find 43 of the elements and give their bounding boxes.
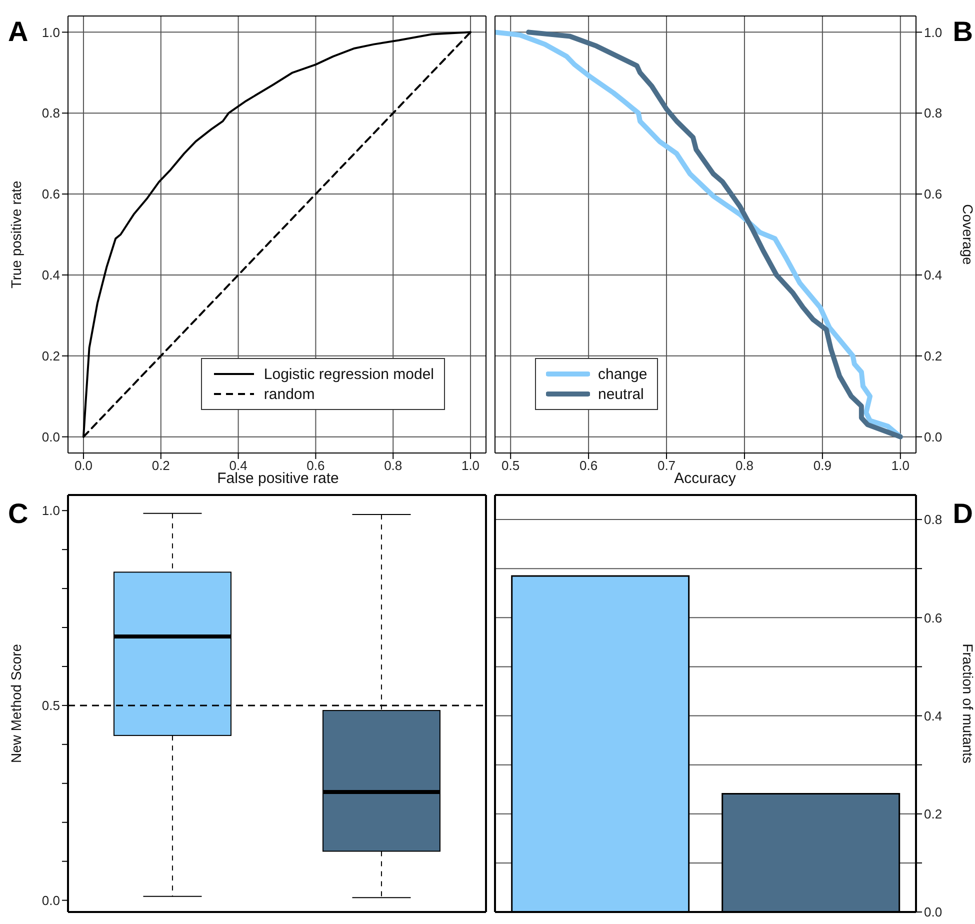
y-axis-title: New Method Score	[8, 644, 24, 764]
chart-title: C	[8, 498, 28, 530]
y-tick-label: 0.0	[42, 892, 60, 908]
legend-label: neutral	[598, 386, 644, 402]
y2-tick-label: 0.2	[924, 348, 942, 364]
y2-tick-label: 0.4	[924, 708, 942, 724]
x-tick-label: 1.0	[891, 458, 910, 474]
x-tick-label: 0.2	[152, 458, 170, 474]
y2-tick-label: 0.0	[924, 904, 942, 920]
legend-label: change	[598, 366, 648, 382]
x-tick-label: 0.8	[384, 458, 402, 474]
y-tick-label: 0.2	[42, 348, 60, 364]
y2-axis-title: Coverage	[960, 204, 975, 266]
x-axis-title: Accuracy	[674, 470, 736, 487]
chart-title: B	[952, 16, 973, 48]
y2-tick-label: 0.2	[924, 806, 942, 822]
legend-label: random	[264, 386, 315, 402]
y2-tick-label: 0.0	[924, 429, 942, 444]
chart-title: D	[952, 498, 973, 530]
y-tick-label: 1.0	[42, 24, 60, 40]
chart-title: A	[8, 16, 28, 48]
x-tick-label: 0.0	[74, 458, 93, 474]
y2-tick-label: 0.4	[924, 268, 942, 283]
y-tick-label: 0.6	[42, 186, 60, 202]
y2-tick-label: 0.6	[924, 610, 942, 626]
y-tick-label: 0.5	[42, 698, 60, 714]
x-tick-label: 0.8	[735, 458, 754, 474]
y-tick-label: 1.0	[42, 503, 60, 518]
x-tick-label: 0.5	[502, 458, 520, 474]
y-tick-label: 0.8	[42, 106, 60, 121]
x-tick-label: 1.0	[461, 458, 480, 474]
y2-axis-title: Fraction of mutants	[960, 644, 975, 764]
y2-tick-label: 0.6	[924, 186, 942, 202]
y-tick-label: 0.4	[42, 268, 60, 283]
y-axis-title: True positive rate	[8, 180, 24, 288]
x-tick-label: 0.9	[813, 458, 832, 474]
x-tick-label: 0.6	[580, 458, 598, 474]
y2-tick-label: 1.0	[924, 24, 942, 40]
y-tick-label: 0.0	[42, 429, 60, 444]
x-tick-label: 0.7	[657, 458, 676, 474]
legend-label: Logistic regression model	[264, 366, 434, 382]
y2-tick-label: 0.8	[924, 106, 942, 121]
y2-tick-label: 0.8	[924, 512, 942, 528]
